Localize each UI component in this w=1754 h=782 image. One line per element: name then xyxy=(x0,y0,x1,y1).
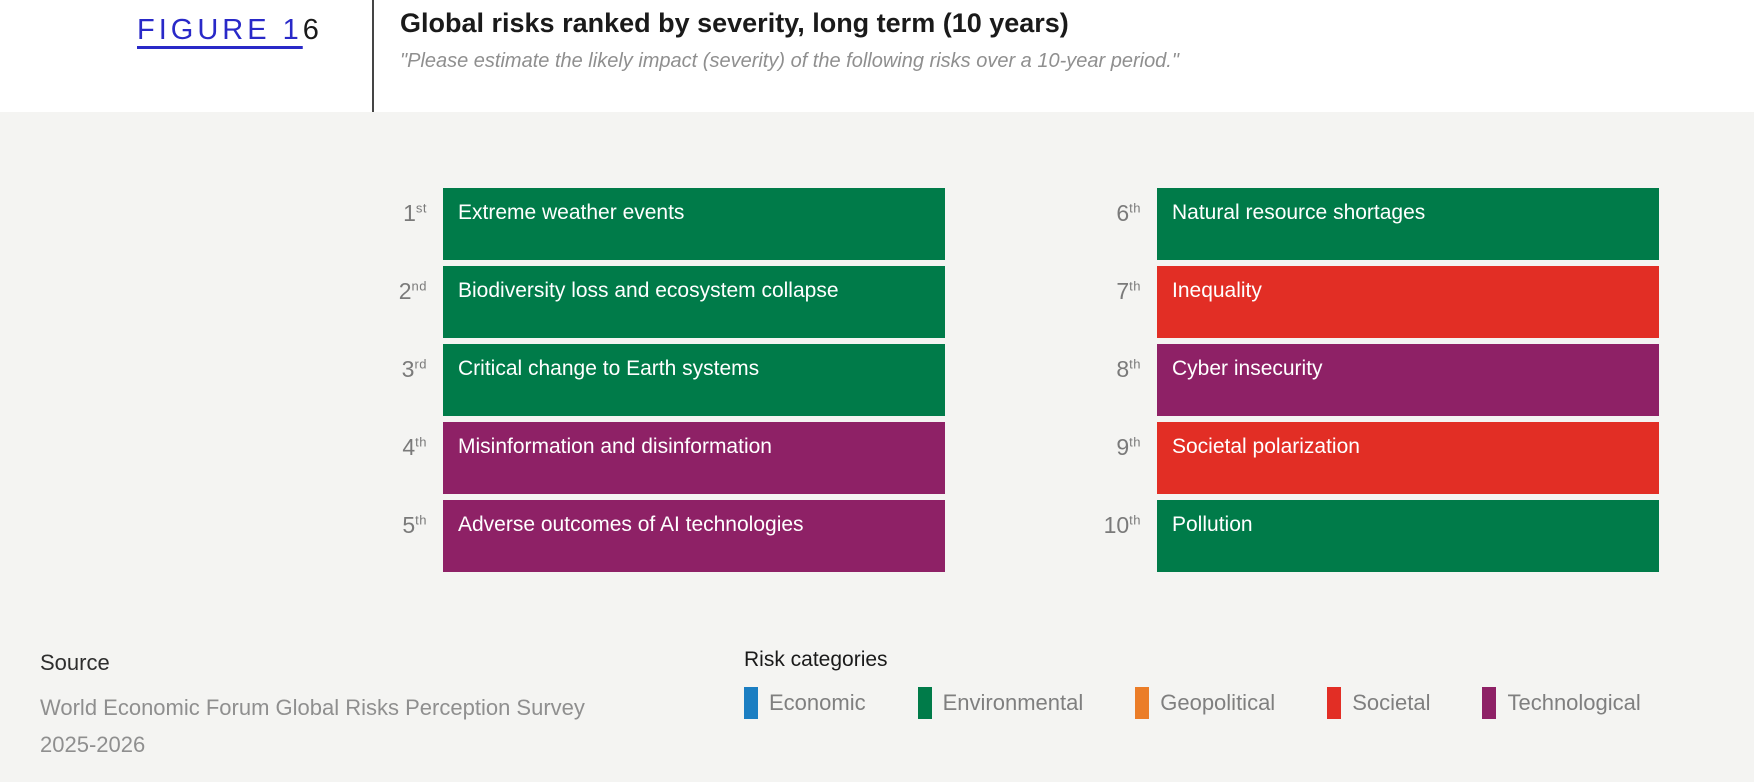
rank-number: 7 xyxy=(1116,278,1130,304)
rank-number: 5 xyxy=(402,512,416,538)
risk-row-8: 8th Cyber insecurity xyxy=(1061,344,1659,416)
risk-bar-label: Extreme weather events xyxy=(458,201,685,224)
rank-label-2: 2nd xyxy=(347,266,427,338)
legend-swatch-geopolitical xyxy=(1135,687,1150,719)
risk-bar-inequality: Inequality xyxy=(1157,266,1659,338)
legend-label-environmental: Environmental xyxy=(942,690,1084,715)
figure-header: FIGURE 16 Global risks ranked by severit… xyxy=(0,0,1754,112)
risk-row-3: 3rd Critical change to Earth systems xyxy=(347,344,945,416)
rank-ordinal: nd xyxy=(411,278,427,294)
risk-bar-label: Biodiversity loss and ecosystem collapse xyxy=(458,279,839,302)
rank-number: 3 xyxy=(401,356,415,382)
rank-ordinal: th xyxy=(415,434,427,450)
source-line-2: 2025-2026 xyxy=(40,732,146,757)
legend-swatch-environmental xyxy=(917,687,932,719)
rank-number: 8 xyxy=(1116,356,1130,382)
figure-number-suffix: 6 xyxy=(302,14,323,46)
risk-row-6: 6th Natural resource shortages xyxy=(1061,188,1659,260)
legend-item-geopolitical: Geopolitical xyxy=(1135,687,1275,719)
risk-bar-label: Societal polarization xyxy=(1172,435,1360,458)
legend-items: Economic Environmental Geopolitical Soci… xyxy=(744,687,1641,719)
rank-number: 2 xyxy=(398,278,412,304)
rank-label-1: 1st xyxy=(347,188,427,260)
rank-ordinal: th xyxy=(1129,512,1141,528)
rank-ordinal: th xyxy=(415,512,427,528)
legend-swatch-technological xyxy=(1482,687,1497,719)
rank-ordinal: th xyxy=(1129,200,1141,216)
risk-bar-adverse-ai-outcomes: Adverse outcomes of AI technologies xyxy=(443,500,945,572)
legend-item-societal: Societal xyxy=(1327,687,1430,719)
source-heading: Source xyxy=(40,650,110,675)
risk-bar-label: Natural resource shortages xyxy=(1172,201,1426,224)
risk-bar-cyber-insecurity: Cyber insecurity xyxy=(1157,344,1659,416)
rank-label-6: 6th xyxy=(1061,188,1141,260)
risk-bar-biodiversity-loss: Biodiversity loss and ecosystem collapse xyxy=(443,266,945,338)
legend-title: Risk categories xyxy=(744,648,888,671)
rank-ordinal: st xyxy=(415,200,427,216)
figure-title: Global risks ranked by severity, long te… xyxy=(400,8,1069,38)
legend-item-technological: Technological xyxy=(1482,687,1641,719)
risk-bar-misinformation-disinformation: Misinformation and disinformation xyxy=(443,422,945,494)
legend-label-technological: Technological xyxy=(1507,690,1641,715)
risk-row-5: 5th Adverse outcomes of AI technologies xyxy=(347,500,945,572)
legend-swatch-societal xyxy=(1327,687,1342,719)
risk-bar-label: Pollution xyxy=(1172,513,1253,536)
risk-bar-critical-change-earth-systems: Critical change to Earth systems xyxy=(443,344,945,416)
risk-bar-societal-polarization: Societal polarization xyxy=(1157,422,1659,494)
rank-label-5: 5th xyxy=(347,500,427,572)
risk-bar-pollution: Pollution xyxy=(1157,500,1659,572)
rank-number: 1 xyxy=(403,200,416,226)
risk-row-2: 2nd Biodiversity loss and ecosystem coll… xyxy=(347,266,945,338)
legend-label-societal: Societal xyxy=(1352,690,1431,715)
rank-number: 9 xyxy=(1116,434,1130,460)
risk-bar-extreme-weather-events: Extreme weather events xyxy=(443,188,945,260)
legend-label-geopolitical: Geopolitical xyxy=(1160,690,1276,715)
rank-label-10: 10th xyxy=(1061,500,1141,572)
risk-row-7: 7th Inequality xyxy=(1061,266,1659,338)
legend-swatch-economic xyxy=(744,687,758,719)
risk-row-9: 9th Societal polarization xyxy=(1061,422,1659,494)
risk-bar-label: Inequality xyxy=(1172,279,1262,302)
legend-item-environmental: Environmental xyxy=(917,687,1084,719)
rank-ordinal: rd xyxy=(414,356,427,372)
rank-label-4: 4th xyxy=(347,422,427,494)
legend-label-economic: Economic xyxy=(769,690,866,715)
legend-item-economic: Economic xyxy=(744,687,866,719)
risk-row-10: 10th Pollution xyxy=(1061,500,1659,572)
figure-link[interactable]: FIGURE 1 xyxy=(137,14,303,46)
rank-column-left: 1st Extreme weather events 2nd Biodivers… xyxy=(347,188,945,578)
risk-bar-label: Adverse outcomes of AI technologies xyxy=(458,513,804,536)
risk-bar-label: Cyber insecurity xyxy=(1172,357,1323,380)
rank-label-7: 7th xyxy=(1061,266,1141,338)
figure-subtitle: "Please estimate the likely impact (seve… xyxy=(400,50,1179,72)
rank-number: 4 xyxy=(402,434,416,460)
rank-column-right: 6th Natural resource shortages 7th Inequ… xyxy=(1061,188,1659,578)
legend: Risk categories Economic Environmental G… xyxy=(744,648,1641,719)
source-line-1: World Economic Forum Global Risks Percep… xyxy=(40,695,585,720)
rank-ordinal: th xyxy=(1129,356,1141,372)
rank-number: 10 xyxy=(1103,512,1130,538)
rank-number: 6 xyxy=(1116,200,1130,226)
rank-label-8: 8th xyxy=(1061,344,1141,416)
risk-row-4: 4th Misinformation and disinformation xyxy=(347,422,945,494)
header-divider xyxy=(372,0,374,112)
source-block: Source World Economic Forum Global Risks… xyxy=(40,650,585,763)
risk-bar-natural-resource-shortages: Natural resource shortages xyxy=(1157,188,1659,260)
risk-row-1: 1st Extreme weather events xyxy=(347,188,945,260)
risk-bar-label: Misinformation and disinformation xyxy=(458,435,772,458)
rank-ordinal: th xyxy=(1129,278,1141,294)
rank-label-3: 3rd xyxy=(347,344,427,416)
rank-ordinal: th xyxy=(1129,434,1141,450)
risk-bar-label: Critical change to Earth systems xyxy=(458,357,760,380)
figure-label: FIGURE 16 xyxy=(137,14,323,47)
rank-label-9: 9th xyxy=(1061,422,1141,494)
